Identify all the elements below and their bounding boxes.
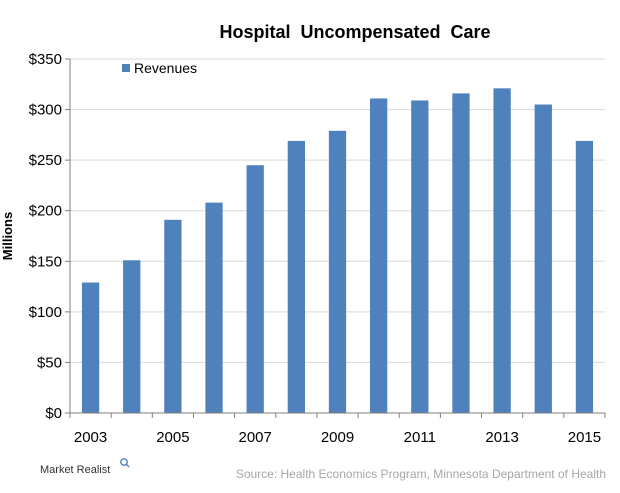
bar-2009: [328, 130, 347, 413]
y-tick-label: $150: [29, 253, 62, 270]
logo: Market Realist: [40, 458, 130, 476]
y-tick-label: $50: [37, 354, 62, 371]
x-tick-label: 2009: [321, 429, 354, 446]
bar-2006: [205, 202, 223, 413]
bar-2015: [575, 140, 594, 413]
bar-2005: [164, 219, 182, 413]
logo-text: Market Realist: [40, 464, 110, 476]
y-tick-labels: $0 $50 $100 $150 $200 $250 $300 $350: [29, 51, 70, 422]
legend-label: Revenues: [134, 60, 197, 76]
source-note: Source: Health Economics Program, Minnes…: [236, 467, 606, 481]
x-tick-labels: 2003 2005 2007 2009 2011 2013 2015: [69, 413, 606, 446]
legend: Revenues: [122, 60, 197, 76]
chart-title: Hospital Uncompensated Care: [219, 22, 490, 42]
x-tick-label: 2007: [239, 429, 272, 446]
y-axis-label: Millions: [0, 212, 15, 260]
y-tick-label: $350: [29, 51, 62, 68]
y-tick-label: $100: [29, 304, 62, 321]
magnifier-icon: [120, 458, 130, 468]
bar-2004: [123, 260, 141, 413]
y-tick-label: $300: [29, 102, 62, 119]
x-tick-label: 2015: [568, 429, 601, 446]
x-tick-label: 2005: [156, 429, 189, 446]
y-tick-label: $200: [29, 203, 62, 220]
bar-2014: [534, 104, 552, 413]
legend-swatch: [122, 64, 130, 72]
bars: [81, 88, 594, 414]
bar-2013: [493, 88, 511, 414]
bar-2010: [370, 98, 388, 414]
bar-2003: [81, 282, 100, 413]
bar-2011: [411, 100, 429, 414]
y-tick-label: $0: [45, 405, 62, 422]
x-tick-label: 2003: [74, 429, 107, 446]
bar-2012: [452, 93, 470, 413]
x-tick-label: 2013: [485, 429, 518, 446]
x-tick-label: 2011: [404, 429, 436, 446]
bar-2008: [287, 140, 305, 413]
bar-2007: [246, 165, 264, 413]
y-tick-label: $250: [29, 152, 62, 169]
